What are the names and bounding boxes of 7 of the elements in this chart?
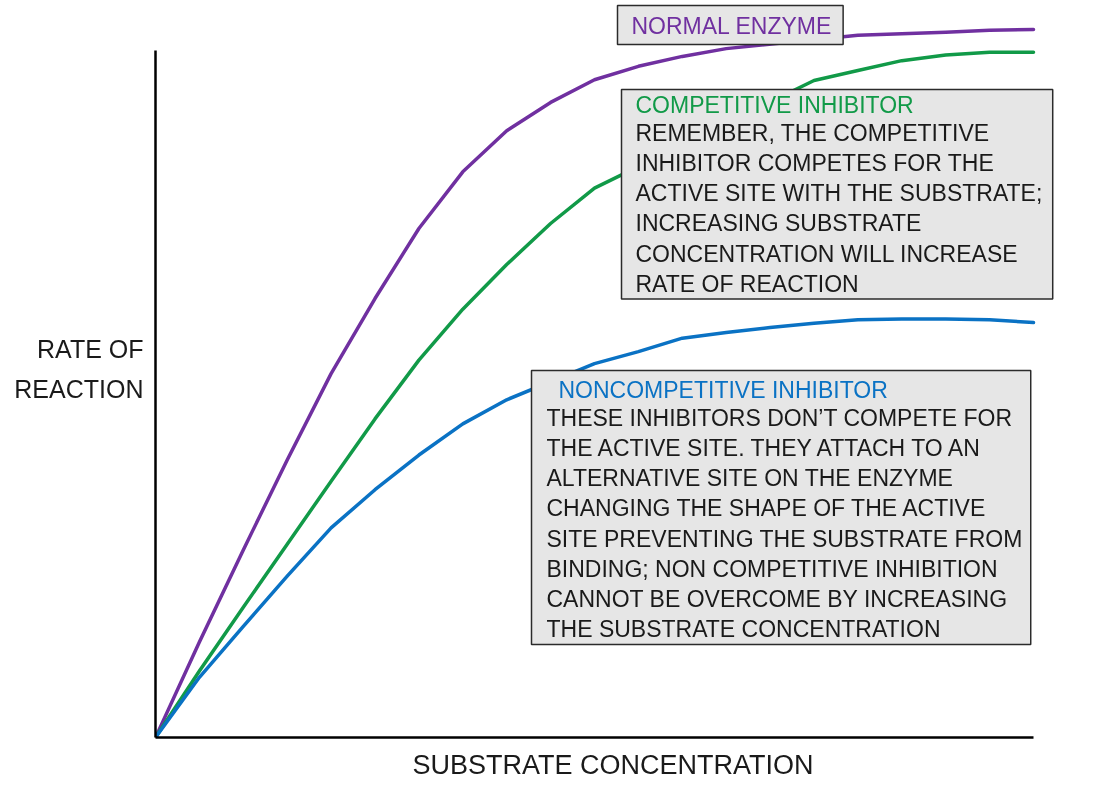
series-label: COMPETITIVE INHIBITOR: [635, 91, 914, 118]
annotation: REMEMBER, THE COMPETITIVE INHIBITOR COMPETES FOR THE ACTIVE SITE WITH THE SUBSTRATE; INCREASING SUBSTRATE CONCENTRATION WILL INCREASE RATE OF REACTION: [635, 119, 1043, 297]
y-axis-title: RATE OF REACTION: [14, 335, 144, 403]
series-label: NORMAL ENZYME: [631, 12, 832, 39]
x-axis-title: SUBSTRATE CONCENTRATION: [412, 749, 814, 780]
series-label: NONCOMPETITIVE INHIBITOR: [558, 376, 888, 403]
annotation: THESE INHIBITORS DON’T COMPETE FOR THE ACTIVE SITE. THEY ATTACH TO AN ALTERNATIVE SITE ON THE ENZYME CHANGING THE SHAPE OF THE ACTIVE SITE PREVENTING THE SUBSTRATE FROM BINDING; NON COMPETITIVE INHIBITION CANNOT BE OVERCOME BY INCREASING THE SUBSTRATE CONCENTRATION: [546, 404, 1023, 643]
